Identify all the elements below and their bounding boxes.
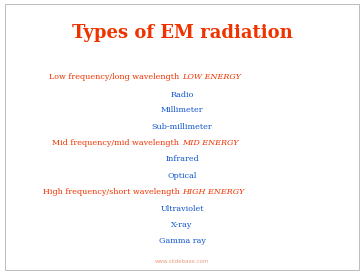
Text: MID ENERGY: MID ENERGY bbox=[182, 139, 238, 147]
Text: LOW ENERGY: LOW ENERGY bbox=[182, 73, 241, 81]
Text: www.slidebase.com: www.slidebase.com bbox=[155, 259, 209, 264]
Text: Optical: Optical bbox=[167, 172, 197, 180]
Text: Infrared: Infrared bbox=[165, 155, 199, 164]
Text: High frequency/short wavelength: High frequency/short wavelength bbox=[43, 188, 182, 196]
Text: Mid frequency/mid wavelength: Mid frequency/mid wavelength bbox=[52, 139, 182, 147]
Text: Radio: Radio bbox=[170, 90, 194, 99]
Text: Millimeter: Millimeter bbox=[161, 106, 203, 115]
Text: Sub-millimeter: Sub-millimeter bbox=[152, 122, 212, 131]
Text: Ultraviolet: Ultraviolet bbox=[160, 205, 204, 213]
Text: Gamma ray: Gamma ray bbox=[159, 237, 205, 245]
Text: X-ray: X-ray bbox=[171, 221, 193, 229]
Text: Types of EM radiation: Types of EM radiation bbox=[72, 24, 292, 42]
Text: HIGH ENERGY: HIGH ENERGY bbox=[182, 188, 244, 196]
Text: Low frequency/long wavelength: Low frequency/long wavelength bbox=[49, 73, 182, 81]
